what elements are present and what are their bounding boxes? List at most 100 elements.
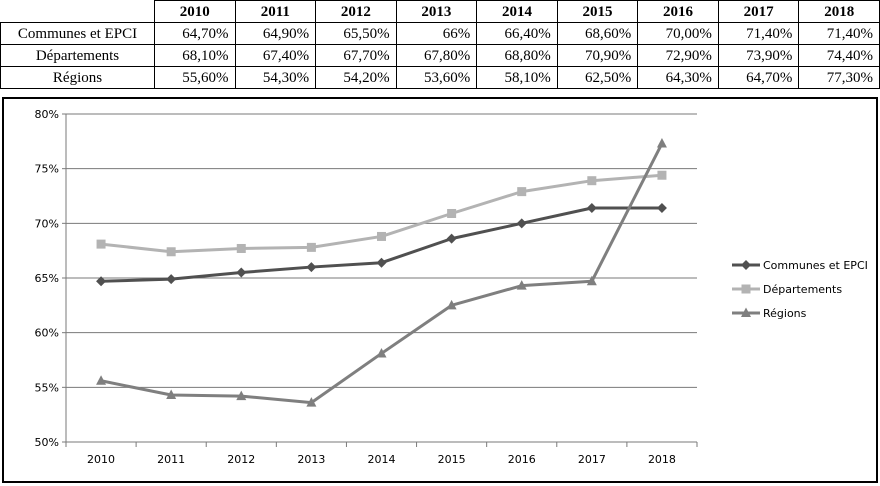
table-cell: 68,10% xyxy=(154,44,236,67)
y-tick-label: 70% xyxy=(35,217,59,230)
triangle-marker xyxy=(306,397,317,407)
x-tick-label: 2017 xyxy=(578,453,606,466)
data-table: 2010 2011 2012 2013 2014 2015 2016 2017 … xyxy=(0,0,880,89)
square-marker xyxy=(657,170,667,180)
diamond-marker xyxy=(306,262,317,273)
series-line xyxy=(101,206,662,283)
table-cell: 67,70% xyxy=(315,44,397,67)
diamond-marker xyxy=(446,233,457,244)
x-tick-label: 2014 xyxy=(368,453,396,466)
legend-label: Départements xyxy=(763,283,842,296)
chart-frame: 50% 55% 60% 65% 70% 75% 80% 2010 2011 2012 2013 201… xyxy=(2,97,878,483)
y-tick-label: 50% xyxy=(35,436,59,449)
table-cell: 58,10% xyxy=(476,66,558,89)
table-cell: 65,50% xyxy=(315,22,397,45)
legend-entry: Départements xyxy=(732,283,842,296)
table-cell: 70,90% xyxy=(556,44,639,67)
row-label: Régions xyxy=(0,66,155,89)
legend: Communes et EPCI Départements Régions xyxy=(732,259,868,320)
triangle-marker xyxy=(376,347,387,358)
triangle-marker xyxy=(516,280,527,290)
square-marker xyxy=(517,187,527,197)
table-cell: 64,90% xyxy=(234,22,317,45)
table-cell: 67,80% xyxy=(395,44,478,67)
series-group xyxy=(96,170,667,257)
x-tick-label: 2010 xyxy=(87,453,115,466)
square-marker xyxy=(236,243,246,253)
row-label: Communes et EPCI xyxy=(0,22,155,45)
year-header: 2011 xyxy=(234,0,317,23)
diamond-marker xyxy=(516,218,527,229)
y-tick-label: 80% xyxy=(35,108,59,121)
table-cell: 70,00% xyxy=(637,22,719,45)
x-tick-label: 2015 xyxy=(438,453,466,466)
year-header: 2017 xyxy=(717,0,800,23)
table-cell: 74,40% xyxy=(798,44,880,67)
diamond-marker xyxy=(586,203,597,214)
table-corner xyxy=(1,1,155,23)
triangle-marker xyxy=(166,389,177,399)
legend-entry: Communes et EPCI xyxy=(732,259,868,272)
table-cell: 73,90% xyxy=(717,44,800,67)
x-tick-label: 2013 xyxy=(297,453,325,466)
table-cell: 71,40% xyxy=(798,22,880,45)
triangle-marker xyxy=(586,275,597,286)
square-marker xyxy=(166,247,176,257)
triangle-marker xyxy=(741,307,751,317)
line-chart: 50% 55% 60% 65% 70% 75% 80% 2010 2011 2012 2013 201… xyxy=(35,108,868,466)
y-tick-label: 65% xyxy=(35,272,59,285)
table-row: Départements 68,10% 67,40% 67,70% 67,80%… xyxy=(0,44,880,67)
table-header-row: 2010 2011 2012 2013 2014 2015 2016 2017 … xyxy=(1,0,880,23)
table-cell: 64,30% xyxy=(637,66,719,89)
x-tick-label: 2018 xyxy=(648,453,676,466)
x-tick-label: 2012 xyxy=(227,453,255,466)
table-cell: 72,90% xyxy=(637,44,719,67)
square-marker xyxy=(306,242,316,252)
row-label: Départements xyxy=(0,44,155,67)
year-header: 2016 xyxy=(637,0,719,23)
legend-label: Régions xyxy=(763,307,807,320)
square-marker xyxy=(447,208,457,218)
diamond-marker xyxy=(236,267,247,278)
x-tick-label: 2011 xyxy=(157,453,185,466)
diamond-marker xyxy=(656,203,667,214)
table-cell: 66,40% xyxy=(476,22,558,45)
legend-label: Communes et EPCI xyxy=(763,259,868,272)
table-cell: 67,40% xyxy=(234,44,317,67)
diamond-marker xyxy=(741,260,751,270)
triangle-marker xyxy=(96,375,107,385)
y-tick-label: 75% xyxy=(35,163,59,176)
table-cell: 54,30% xyxy=(234,66,317,89)
square-marker xyxy=(377,231,386,241)
triangle-marker xyxy=(446,299,457,310)
series-group xyxy=(96,138,667,407)
year-header: 2015 xyxy=(556,0,639,23)
legend-entry: Régions xyxy=(732,307,807,320)
table-cell: 68,60% xyxy=(556,22,639,45)
table-cell: 64,70% xyxy=(717,66,800,89)
square-marker xyxy=(96,239,106,249)
year-header: 2014 xyxy=(476,0,558,23)
triangle-marker xyxy=(236,390,247,401)
year-header: 2012 xyxy=(315,0,397,23)
diamond-marker xyxy=(376,257,387,268)
y-tick-label: 60% xyxy=(35,327,59,340)
table-cell: 68,80% xyxy=(476,44,558,67)
square-marker xyxy=(587,176,597,186)
diamond-marker xyxy=(166,274,177,285)
table-row: Régions 55,60% 54,30% 54,20% 53,60% 58,1… xyxy=(0,66,880,89)
table-cell: 64,70% xyxy=(154,22,236,45)
year-header: 2013 xyxy=(395,0,478,23)
diamond-marker xyxy=(96,276,107,287)
y-tick-label: 55% xyxy=(35,381,59,394)
table-cell: 71,40% xyxy=(717,22,800,45)
year-header: 2018 xyxy=(798,0,880,23)
table-cell: 77,30% xyxy=(798,66,880,89)
table-cell: 53,60% xyxy=(395,66,478,89)
table-row: Communes et EPCI 64,70% 64,90% 65,50% 66… xyxy=(0,22,880,45)
triangle-marker xyxy=(656,138,667,148)
axis-layer: 50% 55% 60% 65% 70% 75% 80% 2010 2011 2012 2013 201… xyxy=(35,108,698,466)
series-layer xyxy=(96,138,667,407)
series-group xyxy=(96,203,667,287)
x-tick-label: 2016 xyxy=(508,453,536,466)
